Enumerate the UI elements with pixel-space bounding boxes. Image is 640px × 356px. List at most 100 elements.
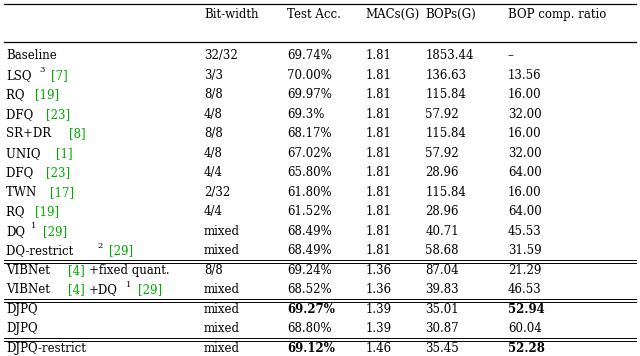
Text: mixed: mixed — [204, 323, 240, 335]
Text: 87.04: 87.04 — [425, 264, 459, 277]
Text: 115.84: 115.84 — [425, 88, 466, 101]
Text: mixed: mixed — [204, 342, 240, 355]
Text: 57.92: 57.92 — [425, 108, 459, 121]
Text: 1: 1 — [126, 281, 132, 289]
Text: 1.36: 1.36 — [366, 264, 392, 277]
Text: [4]: [4] — [68, 264, 84, 277]
Text: 69.24%: 69.24% — [287, 264, 332, 277]
Text: 45.53: 45.53 — [508, 225, 541, 238]
Text: 1.81: 1.81 — [366, 225, 392, 238]
Text: 16.00: 16.00 — [508, 186, 541, 199]
Text: 1.46: 1.46 — [366, 342, 392, 355]
Text: 1.81: 1.81 — [366, 88, 392, 101]
Text: 68.49%: 68.49% — [287, 245, 332, 257]
Text: VIBNet: VIBNet — [6, 283, 54, 297]
Text: [29]: [29] — [109, 245, 133, 257]
Text: DJPQ-restrict: DJPQ-restrict — [6, 342, 86, 355]
Text: Baseline: Baseline — [6, 49, 57, 62]
Text: [23]: [23] — [46, 166, 70, 179]
Text: DFQ: DFQ — [6, 108, 38, 121]
Text: 69.3%: 69.3% — [287, 108, 324, 121]
Text: 1.81: 1.81 — [366, 166, 392, 179]
Text: +fixed quant.: +fixed quant. — [89, 264, 170, 277]
Text: 40.71: 40.71 — [425, 225, 459, 238]
Text: 21.29: 21.29 — [508, 264, 541, 277]
Text: 35.01: 35.01 — [425, 303, 459, 316]
Text: 1.39: 1.39 — [366, 303, 392, 316]
Text: 1.81: 1.81 — [366, 49, 392, 62]
Text: 64.00: 64.00 — [508, 166, 541, 179]
Text: VIBNet: VIBNet — [6, 264, 54, 277]
Text: 1.81: 1.81 — [366, 147, 392, 160]
Text: 4/8: 4/8 — [204, 108, 223, 121]
Text: 115.84: 115.84 — [425, 127, 466, 140]
Text: –: – — [508, 49, 514, 62]
Text: [29]: [29] — [138, 283, 162, 297]
Text: [19]: [19] — [35, 205, 59, 218]
Text: BOP comp. ratio: BOP comp. ratio — [508, 8, 606, 21]
Text: 68.49%: 68.49% — [287, 225, 332, 238]
Text: 136.63: 136.63 — [425, 69, 467, 82]
Text: 1.81: 1.81 — [366, 205, 392, 218]
Text: [19]: [19] — [35, 88, 59, 101]
Text: BOPs(G): BOPs(G) — [425, 8, 476, 21]
Text: DQ: DQ — [6, 225, 26, 238]
Text: 1: 1 — [31, 222, 36, 230]
Text: 69.12%: 69.12% — [287, 342, 335, 355]
Text: 1.39: 1.39 — [366, 323, 392, 335]
Text: 69.74%: 69.74% — [287, 49, 332, 62]
Text: 32.00: 32.00 — [508, 108, 541, 121]
Text: [23]: [23] — [46, 108, 70, 121]
Text: 4/8: 4/8 — [204, 147, 223, 160]
Text: 2: 2 — [98, 242, 103, 250]
Text: +DQ: +DQ — [89, 283, 118, 297]
Text: 68.52%: 68.52% — [287, 283, 332, 297]
Text: RQ: RQ — [6, 88, 29, 101]
Text: 67.02%: 67.02% — [287, 147, 332, 160]
Text: 4/4: 4/4 — [204, 166, 223, 179]
Text: [8]: [8] — [69, 127, 86, 140]
Text: 31.59: 31.59 — [508, 245, 541, 257]
Text: 35.45: 35.45 — [425, 342, 459, 355]
Text: DJPQ: DJPQ — [6, 323, 38, 335]
Text: 8/8: 8/8 — [204, 88, 223, 101]
Text: 1.81: 1.81 — [366, 108, 392, 121]
Text: 115.84: 115.84 — [425, 186, 466, 199]
Text: [17]: [17] — [50, 186, 74, 199]
Text: 1.36: 1.36 — [366, 283, 392, 297]
Text: 1.81: 1.81 — [366, 69, 392, 82]
Text: 70.00%: 70.00% — [287, 69, 332, 82]
Text: 61.80%: 61.80% — [287, 186, 332, 199]
Text: 1853.44: 1853.44 — [425, 49, 474, 62]
Text: 2/32: 2/32 — [204, 186, 230, 199]
Text: 4/4: 4/4 — [204, 205, 223, 218]
Text: 39.83: 39.83 — [425, 283, 459, 297]
Text: [4]: [4] — [68, 283, 84, 297]
Text: TWN: TWN — [6, 186, 40, 199]
Text: 58.68: 58.68 — [425, 245, 459, 257]
Text: [1]: [1] — [56, 147, 72, 160]
Text: 28.96: 28.96 — [425, 205, 459, 218]
Text: 1.81: 1.81 — [366, 186, 392, 199]
Text: [7]: [7] — [51, 69, 68, 82]
Text: LSQ: LSQ — [6, 69, 32, 82]
Text: 8/8: 8/8 — [204, 264, 223, 277]
Text: DJPQ: DJPQ — [6, 303, 38, 316]
Text: 3: 3 — [39, 66, 45, 74]
Text: 69.27%: 69.27% — [287, 303, 335, 316]
Text: 68.17%: 68.17% — [287, 127, 332, 140]
Text: 52.94: 52.94 — [508, 303, 545, 316]
Text: 16.00: 16.00 — [508, 127, 541, 140]
Text: 64.00: 64.00 — [508, 205, 541, 218]
Text: mixed: mixed — [204, 303, 240, 316]
Text: 8/8: 8/8 — [204, 127, 223, 140]
Text: 57.92: 57.92 — [425, 147, 459, 160]
Text: 68.80%: 68.80% — [287, 323, 332, 335]
Text: 69.97%: 69.97% — [287, 88, 332, 101]
Text: mixed: mixed — [204, 283, 240, 297]
Text: RQ: RQ — [6, 205, 29, 218]
Text: 52.28: 52.28 — [508, 342, 545, 355]
Text: [29]: [29] — [43, 225, 67, 238]
Text: Bit-width: Bit-width — [204, 8, 259, 21]
Text: DQ-restrict: DQ-restrict — [6, 245, 77, 257]
